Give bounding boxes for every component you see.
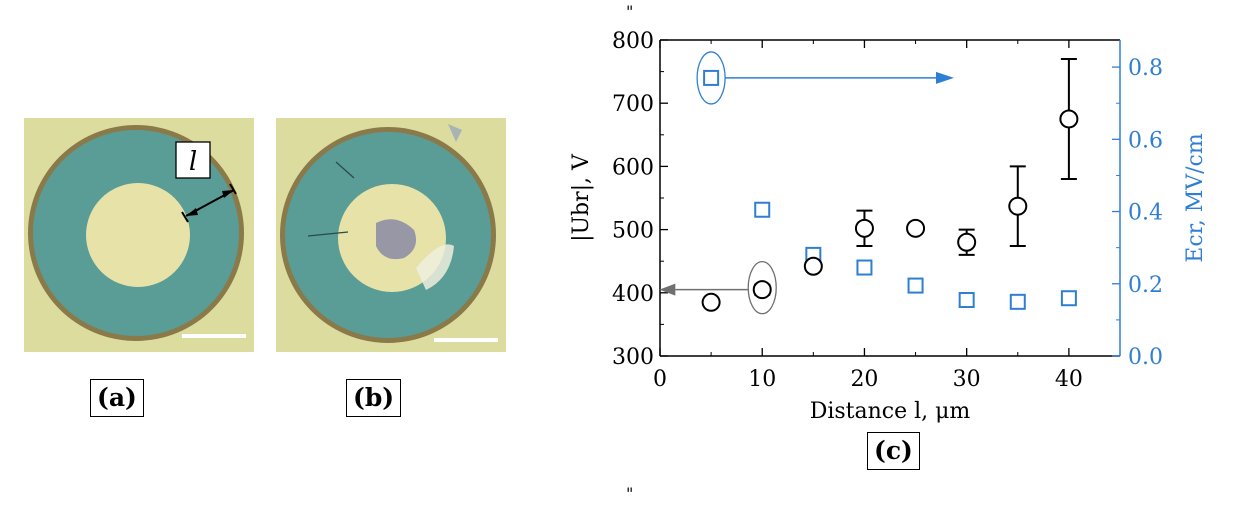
quote-mark-top: "	[626, 2, 634, 21]
ubr-point	[1008, 196, 1028, 216]
length-arrow-head-outer	[222, 190, 234, 198]
annotation-arrowhead-grey	[659, 283, 676, 296]
chart-annotations	[659, 51, 954, 315]
ecr-point	[856, 259, 873, 276]
ubr-point	[701, 292, 721, 312]
length-arrow-head-inner	[186, 208, 198, 216]
photo-a-electrode	[86, 183, 190, 287]
ubr-point	[854, 218, 874, 238]
ecr-point	[907, 277, 924, 294]
length-tick-outer	[229, 183, 237, 195]
y-left-axis-label: |Ubr|, V	[569, 153, 594, 242]
y-right-tick-label: 0.4	[1128, 201, 1163, 226]
delamination	[416, 244, 454, 290]
micrograph-a: l	[24, 118, 254, 352]
scale-bar-b	[434, 338, 498, 342]
ecr-point	[703, 69, 720, 86]
chart-axes	[659, 39, 1121, 357]
length-label-box	[175, 141, 211, 179]
annotation-ellipse-grey	[747, 260, 777, 315]
chart-c: 0 10 20 30 40 300 400 500 600 700 800 0.0 0.2 0.4 0.6 0…	[569, 29, 1208, 424]
chart-labels: Distance l, μm |Ubr|, V Ecr, MV/cm	[569, 133, 1208, 424]
length-tick-inner	[181, 211, 189, 223]
x-tick-label: 40	[1055, 367, 1083, 392]
chart-marks	[701, 57, 1079, 312]
y-right-tick-label: 0.6	[1128, 128, 1163, 153]
breakdown-damage	[376, 219, 417, 260]
panel-label-c: (c)	[867, 432, 920, 470]
ecr-point	[1009, 293, 1026, 310]
y-right-axis-label: Ecr, MV/cm	[1183, 133, 1208, 263]
y-left-tick-label: 300	[612, 345, 654, 370]
ubr-point	[957, 232, 977, 252]
annotation-ellipse-blue	[696, 51, 726, 105]
x-axis-label: Distance l, μm	[810, 399, 971, 424]
length-label: l	[189, 147, 197, 177]
ubr-point	[1059, 109, 1079, 129]
panel-label-a: (a)	[90, 379, 144, 417]
y-right-tick-label: 0.2	[1128, 273, 1163, 298]
chart-ticks: 0 10 20 30 40 300 400 500 600 700 800 0.0 0.2 0.4 0.6 0…	[612, 29, 1163, 392]
debris	[448, 124, 462, 142]
crack-2	[307, 231, 349, 237]
x-tick-label: 10	[748, 367, 776, 392]
ubr-point	[752, 280, 772, 300]
y-left-tick-label: 800	[612, 29, 654, 54]
x-tick-label: 20	[850, 367, 878, 392]
panel-label-b: (b)	[346, 379, 402, 417]
ubr-point	[803, 256, 823, 276]
annotation-arrowhead-blue	[936, 71, 954, 84]
quote-mark-bottom: "	[626, 484, 634, 503]
ecr-point	[754, 201, 771, 218]
y-right-tick-label: 0.0	[1128, 345, 1163, 370]
y-left-tick-label: 400	[612, 282, 654, 307]
y-left-tick-label: 700	[612, 92, 654, 117]
ecr-point	[1060, 290, 1077, 307]
y-left-tick-label: 500	[612, 219, 654, 244]
y-right-tick-label: 0.8	[1128, 56, 1163, 81]
ubr-point	[906, 218, 926, 238]
micrograph-b	[276, 118, 506, 352]
scale-bar-a	[182, 334, 246, 338]
crack-1	[335, 161, 355, 179]
ecr-point	[958, 292, 975, 309]
x-tick-label: 0	[653, 367, 667, 392]
y-left-tick-label: 600	[612, 155, 654, 180]
x-tick-label: 30	[953, 367, 981, 392]
